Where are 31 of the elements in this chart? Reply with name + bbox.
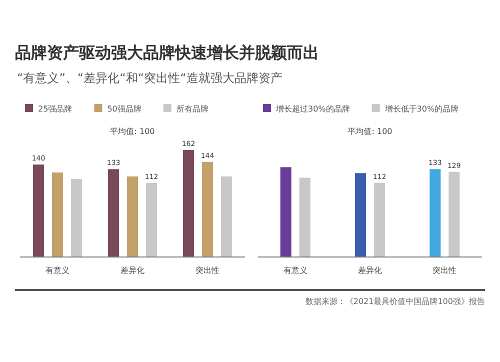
bar	[299, 178, 310, 257]
text: 平均值: 100	[348, 127, 392, 136]
legend-label: 所有品牌	[176, 104, 208, 114]
bar	[127, 176, 138, 257]
bar	[71, 179, 82, 257]
legend-label: 50强品牌	[107, 104, 142, 114]
bar	[355, 173, 366, 257]
bar	[221, 176, 232, 257]
bar	[430, 169, 441, 257]
x-tick-label: 有意义	[283, 266, 308, 275]
bar	[33, 164, 44, 257]
x-tick-label: 突出性	[196, 266, 220, 275]
bar	[202, 162, 213, 257]
bar	[183, 150, 194, 257]
bar	[146, 183, 157, 257]
source-note: 数据来源：《2021最具价值中国品牌100强》报告	[305, 297, 485, 306]
chart-title: 品牌资产驱动强大品牌快速增长并脱颖而出	[15, 43, 319, 62]
legend-label: 增长低于30%的品牌	[384, 104, 459, 114]
bar	[280, 167, 292, 257]
x-tick-label: 突出性	[432, 266, 457, 275]
legend-label: 25强品牌	[38, 104, 72, 114]
bar	[448, 172, 460, 257]
legend-label: 增长超过30%的品牌	[275, 104, 350, 114]
chart-subtitle: “有意义”、“差异化“和“突出性“造就强大品牌资产	[17, 71, 282, 85]
x-tick-label: 有意义	[46, 266, 70, 275]
x-tick-label: 差异化	[358, 266, 382, 275]
x-tick-label: 差异化	[120, 266, 144, 275]
bar	[108, 169, 119, 257]
bar	[374, 183, 385, 257]
text: 平均值: 100	[110, 127, 155, 136]
bar	[52, 172, 63, 257]
